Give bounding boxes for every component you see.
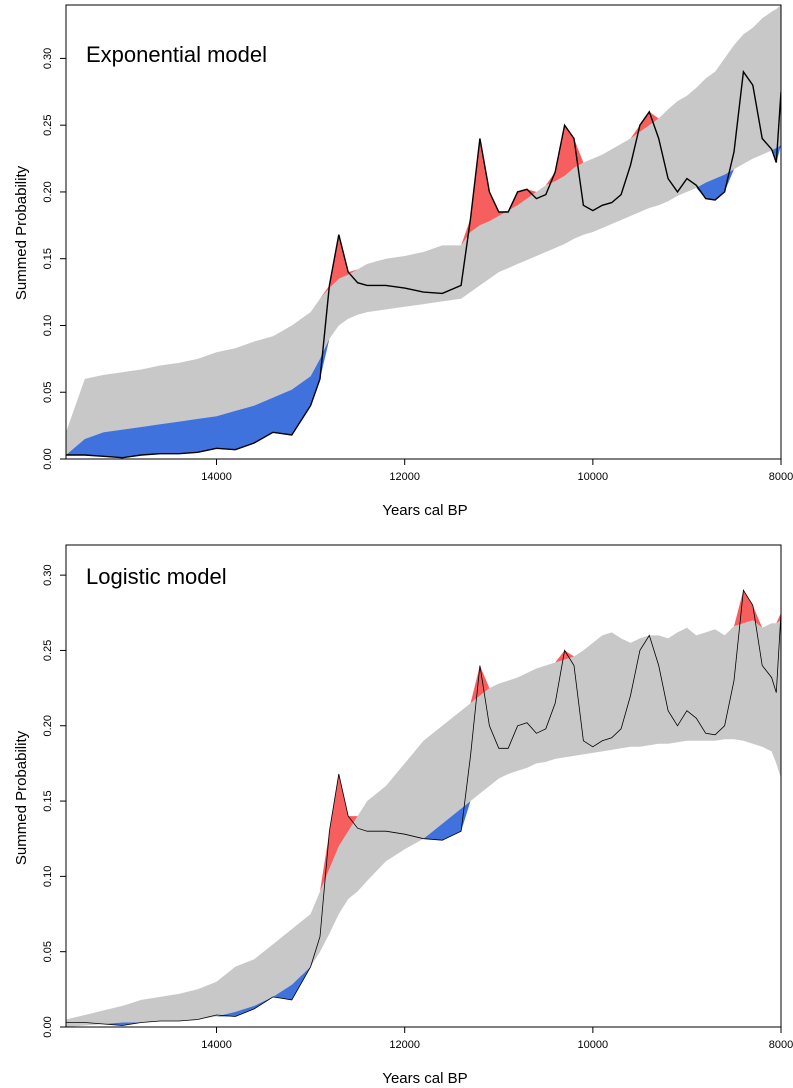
panel-title: Exponential model	[86, 42, 267, 67]
spd-line	[66, 588, 781, 1026]
exponential-model-panel: Exponential model Years cal BP Summed Pr…	[13, 4, 793, 519]
y-tick-label: 0.25	[42, 114, 54, 135]
plot-area	[66, 588, 781, 1027]
plot-area	[66, 5, 781, 459]
y-tick-label: 0.20	[42, 181, 54, 202]
x-tick-label: 12000	[389, 1039, 420, 1051]
confidence-envelope	[66, 5, 781, 455]
y-tick-label: 0.20	[42, 715, 54, 736]
x-tick-label: 14000	[201, 1039, 232, 1051]
x-axis-title: Years cal BP	[382, 502, 467, 519]
y-tick-label: 0.25	[42, 640, 54, 661]
logistic-model-panel: Logistic model Years cal BP Summed Proba…	[13, 544, 793, 1087]
panel-title: Logistic model	[86, 564, 227, 589]
x-tick-label: 8000	[769, 471, 793, 483]
x-tick-label: 12000	[389, 471, 420, 483]
y-tick-label: 0.05	[42, 382, 54, 403]
x-tick-label: 8000	[769, 1039, 793, 1051]
y-tick-label: 0.30	[42, 48, 54, 69]
x-tick-label: 10000	[578, 471, 609, 483]
y-tick-label: 0.10	[42, 866, 54, 887]
y-tick-label: 0.15	[42, 248, 54, 269]
y-tick-label: 0.00	[42, 448, 54, 469]
x-tick-label: 14000	[201, 471, 232, 483]
x-tick-label: 10000	[578, 1039, 609, 1051]
y-tick-label: 0.30	[42, 564, 54, 585]
y-tick-label: 0.15	[42, 790, 54, 811]
x-axis-title: Years cal BP	[382, 1070, 467, 1087]
y-tick-label: 0.10	[42, 315, 54, 336]
y-tick-label: 0.00	[42, 1016, 54, 1037]
y-axis-title: Summed Probability	[13, 165, 30, 300]
spd-line	[66, 69, 781, 459]
confidence-envelope	[66, 620, 781, 1027]
y-axis-title: Summed Probability	[13, 730, 30, 865]
y-tick-label: 0.05	[42, 941, 54, 962]
plot-frame	[65, 4, 782, 460]
plot-frame	[65, 544, 782, 1028]
